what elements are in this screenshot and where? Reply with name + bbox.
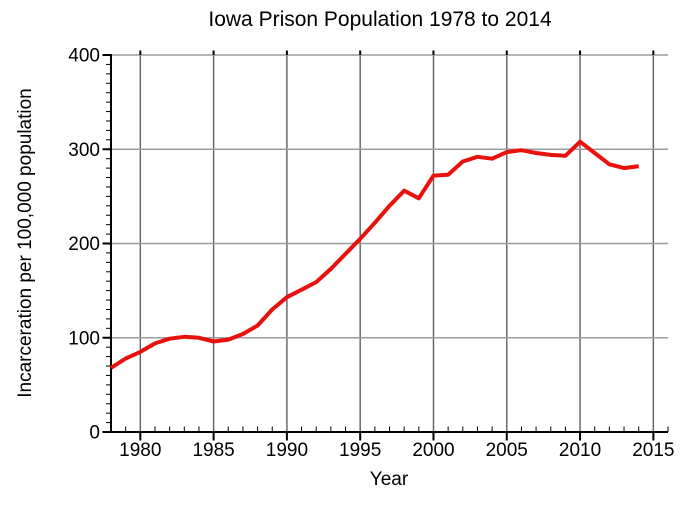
ticks: [102, 50, 669, 441]
y-tick-label: 400: [68, 46, 100, 67]
x-tick-label: 2000: [412, 440, 454, 461]
y-tick-label: 300: [68, 140, 100, 161]
x-tick-label: 1990: [266, 440, 308, 461]
x-tick-label: 2015: [632, 440, 674, 461]
y-tick-label: 0: [89, 423, 100, 444]
x-tick-label: 1995: [339, 440, 381, 461]
x-axis-label: Year: [370, 469, 409, 490]
data-line: [109, 139, 639, 370]
x-tick-label: 2005: [486, 440, 528, 461]
gridlines: [111, 54, 668, 432]
y-axis-label: Incarceration per 100,000 population: [15, 88, 36, 398]
x-tick-label: 1985: [192, 440, 234, 461]
tick-labels: 1980 1985 1990 1995 2000 2005 2010 2015 0 100 200 3…: [68, 46, 674, 462]
x-tick-label: 1980: [119, 440, 161, 461]
y-tick-label: 100: [68, 328, 100, 349]
chart-title: Iowa Prison Population 1978 to 2014: [208, 8, 552, 31]
y-tick-label: 200: [68, 234, 100, 255]
x-tick-label: 2010: [559, 440, 601, 461]
